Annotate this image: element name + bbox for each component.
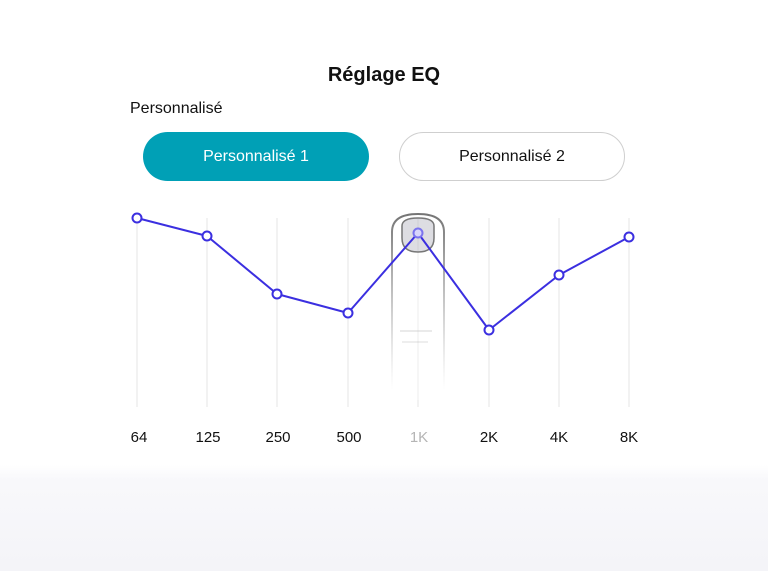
preset-label: Personnalisé 2 [459, 147, 565, 165]
x-label-250: 250 [265, 429, 291, 446]
preset-personnalise-2-button[interactable]: Personnalisé 2 [399, 132, 625, 181]
eq-point-4k[interactable] [553, 269, 565, 281]
eq-point-64[interactable] [131, 212, 143, 224]
eq-point-2k[interactable] [483, 324, 495, 336]
x-label-500: 500 [336, 429, 362, 446]
eq-point-1k[interactable] [412, 227, 424, 239]
eq-area-fill [137, 218, 629, 410]
finger-tap-icon [391, 212, 445, 400]
x-label-8k: 8K [619, 429, 639, 446]
eq-point-125[interactable] [201, 230, 213, 242]
preset-personnalise-1-button[interactable]: Personnalisé 1 [143, 132, 369, 181]
eq-point-250[interactable] [271, 288, 283, 300]
eq-line [136, 217, 630, 331]
section-label: Personnalisé [130, 100, 223, 117]
x-label-1k: 1K [409, 429, 429, 446]
x-label-125: 125 [195, 429, 221, 446]
x-label-2k: 2K [479, 429, 499, 446]
page-title: Réglage EQ [327, 64, 441, 86]
eq-point-8k[interactable] [623, 231, 635, 243]
x-label-64: 64 [130, 429, 148, 446]
x-label-4k: 4K [549, 429, 569, 446]
eq-point-500[interactable] [342, 307, 354, 319]
x-axis-labels: 64 125 250 500 1K 2K 4K 8K [0, 429, 768, 449]
preset-label: Personnalisé 1 [203, 147, 309, 165]
